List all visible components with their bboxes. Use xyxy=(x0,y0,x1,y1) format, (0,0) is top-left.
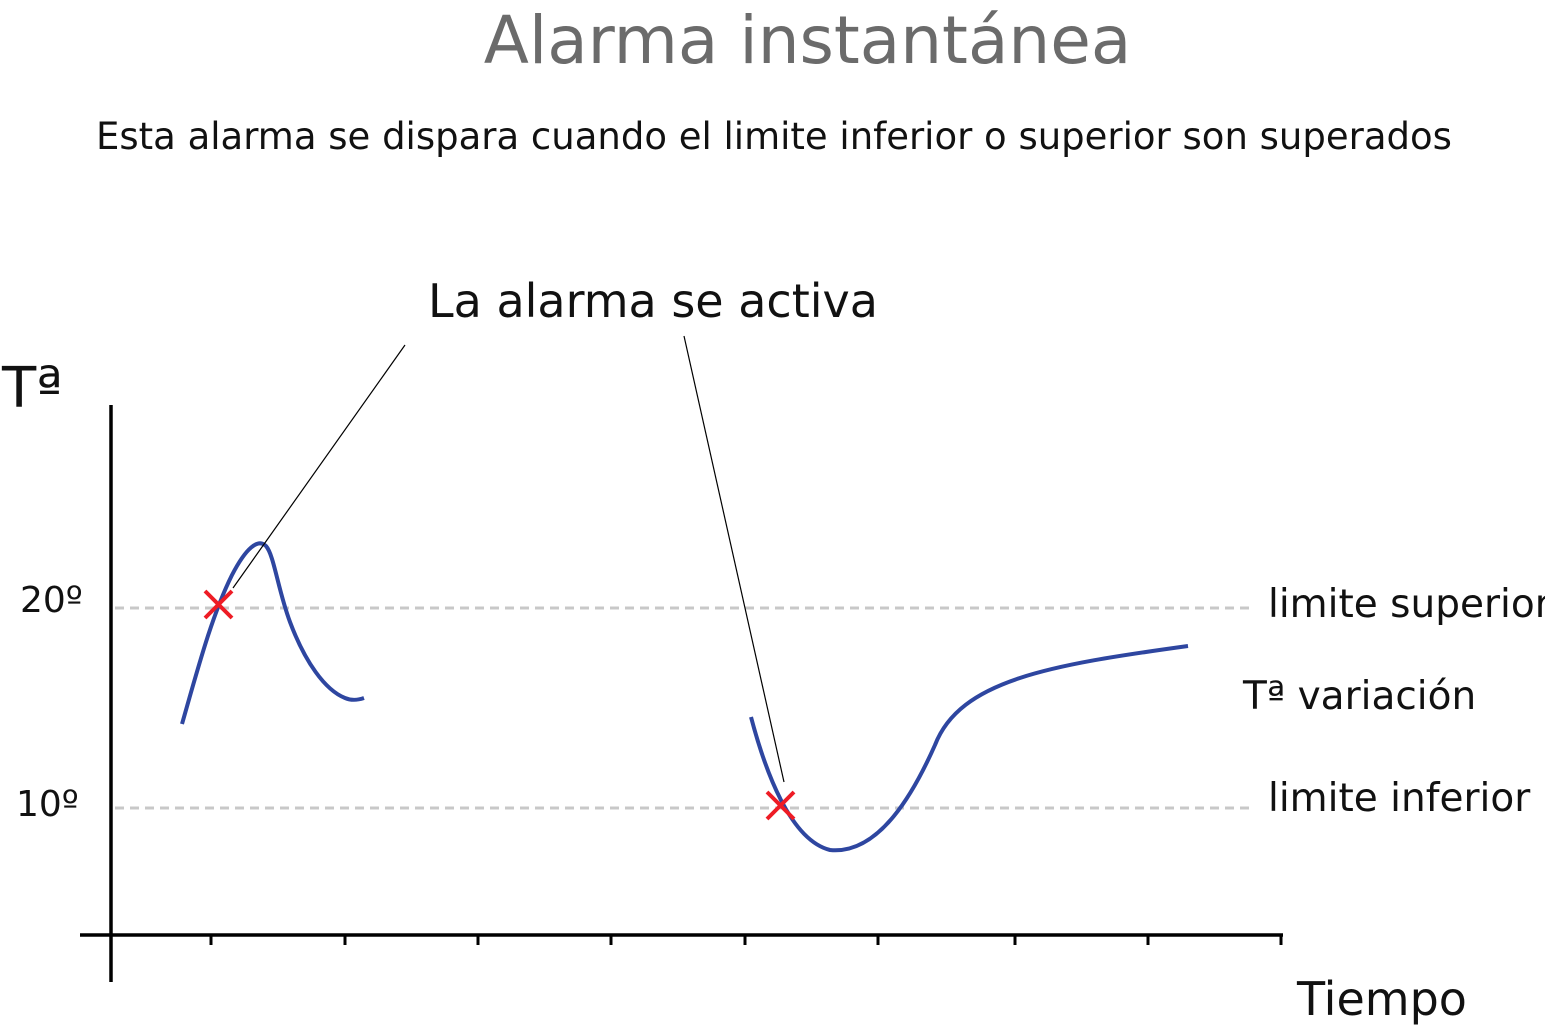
upper-limit-label: limite superior xyxy=(1268,582,1545,627)
alarm-marker-2 xyxy=(765,790,796,821)
alarm-marker-1 xyxy=(203,589,234,620)
y-axis-label: Tª xyxy=(2,356,63,421)
temperature-curve-2 xyxy=(749,644,1189,853)
y-tick-10: 10º xyxy=(16,784,79,825)
page-title: Alarma instantánea xyxy=(483,2,1132,79)
x-axis-ticks xyxy=(209,935,1283,945)
leader-line-2 xyxy=(683,335,785,783)
lower-limit-label: limite inferior xyxy=(1268,776,1531,821)
subtitle: Esta alarma se dispara cuando el limite … xyxy=(96,115,1452,158)
variation-label: Tª variación xyxy=(1243,674,1477,719)
leader-line-1 xyxy=(232,344,406,589)
x-axis-label: Tiempo xyxy=(1297,972,1467,1026)
alarm-callout: La alarma se activa xyxy=(428,274,878,328)
temperature-curve-1 xyxy=(180,541,365,725)
y-tick-20: 20º xyxy=(20,580,83,621)
